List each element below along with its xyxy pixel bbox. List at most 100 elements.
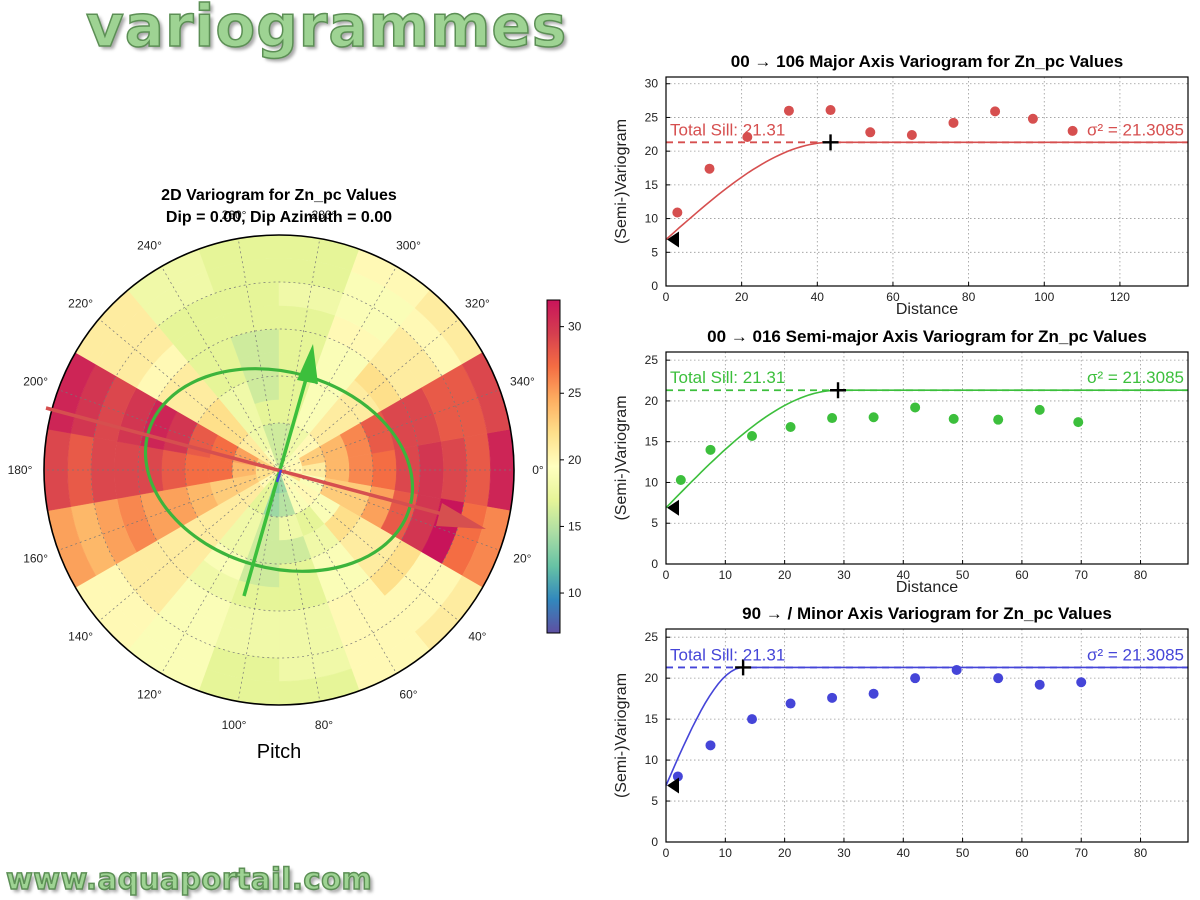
data-point — [1073, 417, 1084, 428]
data-point — [948, 117, 959, 128]
x-tick-label: 120 — [1110, 290, 1130, 304]
colorbar-tick-label: 15 — [568, 519, 582, 533]
polar-frame — [43, 234, 515, 706]
chart-title: 00 → 016 Semi-major Axis Variogram for Z… — [707, 327, 1147, 346]
semi-major-arrowhead — [297, 344, 318, 384]
y-axis-label: (Semi-)Variogram — [613, 395, 630, 520]
x-tick-label: 0 — [663, 846, 670, 860]
sigma-label: σ² = 21.3085 — [1087, 368, 1184, 387]
y-tick-label: 25 — [645, 630, 659, 644]
x-tick-label: 10 — [719, 568, 733, 582]
polar-variogram-panel: 0° 20° 40° 60° 80° 100° 120° 140° 160° 180° 200° 22… — [8, 187, 544, 763]
x-tick-label: 60 — [1015, 846, 1029, 860]
x-tick-label: 80 — [1134, 568, 1148, 582]
y-tick-label: 5 — [651, 245, 658, 259]
total-sill-label: Total Sill: 21.31 — [670, 645, 785, 664]
data-point — [1034, 679, 1045, 690]
polar-grid-spoke — [278, 469, 397, 674]
y-tick-label: 15 — [645, 712, 659, 726]
y-tick-label: 25 — [645, 353, 659, 367]
data-point — [675, 475, 686, 486]
heat-cell — [394, 445, 421, 495]
x-tick-label: 70 — [1075, 846, 1089, 860]
data-point — [993, 673, 1004, 684]
heat-cell — [463, 433, 491, 507]
plot-frame — [665, 76, 1189, 287]
colorbar: 10 15 20 25 30 — [546, 299, 582, 634]
plot-frame — [665, 351, 1189, 565]
polar-grid-spoke — [98, 318, 280, 471]
plot-area — [666, 352, 1188, 564]
polar-grid-spoke — [278, 266, 397, 471]
polar-grid-spoke — [278, 469, 500, 551]
major-arrowhead — [436, 503, 486, 529]
x-tick-label: 80 — [1134, 846, 1148, 860]
semi-major-axis-arrow — [242, 371, 310, 597]
data-point — [993, 414, 1004, 425]
x-tick-label: 60 — [886, 290, 900, 304]
x-tick-label: 100 — [1034, 290, 1054, 304]
y-axis-label: (Semi-)Variogram — [613, 119, 630, 244]
colorbar-tick-label: 10 — [568, 586, 582, 600]
nugget-marker — [667, 777, 679, 794]
polar-grid-ring — [184, 375, 374, 565]
data-point — [868, 412, 879, 423]
polar-angle-label: 100° — [222, 718, 247, 732]
x-tick-label: 70 — [1075, 568, 1089, 582]
polar-grid-spoke — [278, 469, 321, 702]
polar-angle-label: 160° — [23, 552, 48, 566]
data-point — [865, 127, 876, 138]
data-point — [705, 444, 716, 455]
x-tick-label: 20 — [778, 846, 792, 860]
site-url-link[interactable]: www.aquaportail.com — [5, 861, 373, 897]
data-point — [742, 132, 753, 143]
x-tick-label: 20 — [778, 568, 792, 582]
polar-grid-spoke — [58, 389, 280, 471]
polar-grid-spoke — [161, 469, 280, 674]
data-point — [948, 413, 959, 424]
x-tick-label: 30 — [837, 846, 851, 860]
x-tick-label: 40 — [897, 846, 911, 860]
data-point — [1027, 113, 1038, 124]
sigma-label: σ² = 21.3085 — [1087, 645, 1184, 664]
data-point — [747, 430, 758, 441]
site-banner-title: variogrammes — [85, 0, 568, 61]
data-point — [672, 207, 683, 218]
colorbar-gradient — [546, 299, 561, 634]
y-tick-label: 15 — [645, 435, 659, 449]
data-point — [1034, 404, 1045, 415]
x-tick-label: 20 — [735, 290, 749, 304]
y-tick-label: 20 — [645, 144, 659, 158]
data-point — [868, 688, 879, 699]
polar-angle-label: 120° — [137, 687, 162, 701]
y-tick-label: 0 — [651, 279, 658, 293]
plot-area — [666, 77, 1188, 286]
y-tick-label: 0 — [651, 835, 658, 849]
data-point — [705, 740, 716, 751]
chart-title: 00 → 106 Major Axis Variogram for Zn_pc … — [731, 52, 1123, 71]
data-point — [672, 771, 683, 782]
heat-cell — [67, 433, 95, 507]
data-point — [1067, 125, 1078, 136]
data-point — [910, 402, 921, 413]
heat-cell — [137, 445, 164, 495]
colorbar-tick-label: 25 — [568, 386, 582, 400]
x-tick-label: 50 — [956, 846, 970, 860]
data-point — [910, 673, 921, 684]
polar-angle-label: 320° — [465, 297, 490, 311]
x-tick-label: 60 — [1015, 568, 1029, 582]
data-point — [990, 106, 1001, 117]
polar-grid-spoke — [278, 318, 460, 471]
polar-angle-label: 0° — [532, 463, 544, 477]
polar-angle-label: 260° — [222, 208, 247, 222]
x-tick-label: 0 — [663, 568, 670, 582]
y-tick-label: 20 — [645, 394, 659, 408]
polar-grid-spoke — [278, 238, 321, 471]
y-tick-label: 10 — [645, 475, 659, 489]
polar-grid-spoke — [237, 238, 280, 471]
total-sill-label: Total Sill: 21.31 — [670, 120, 785, 139]
x-tick-label: 40 — [897, 568, 911, 582]
